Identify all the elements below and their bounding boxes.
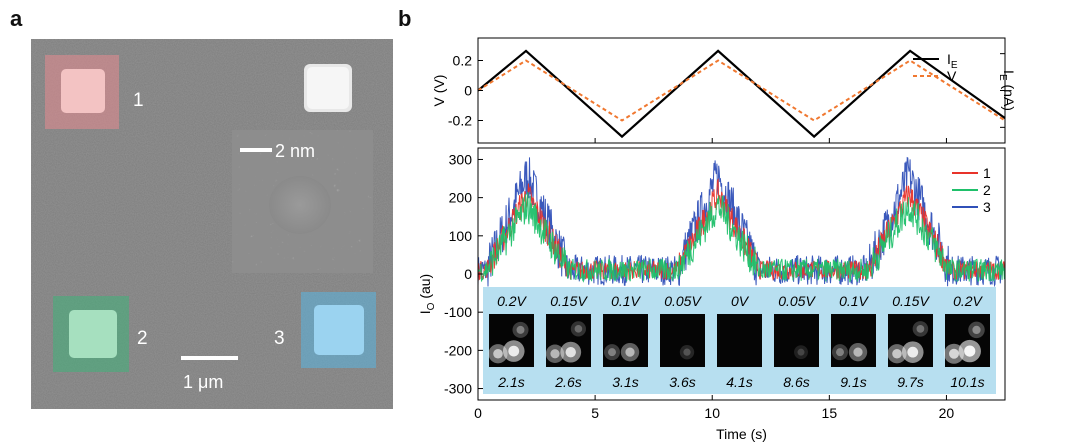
strip-voltage-label-3: 0.05V [664, 293, 702, 309]
sem-micrograph: 1 2 nm 2 3 1 μm [31, 39, 393, 409]
panel-b-letter: b [398, 6, 412, 31]
strip-frame-8-core-0 [964, 345, 976, 357]
x-tick-label-4: 20 [939, 405, 955, 421]
bottom-y-tick-label-4: -100 [444, 304, 472, 320]
bottom-plot [477, 156, 1006, 288]
x-tick-label-3: 15 [822, 405, 838, 421]
strip-time-label-0: 2.1s [497, 374, 524, 390]
strip-frame-5-core-0 [797, 348, 805, 356]
strip-voltage-label-4: 0V [731, 293, 750, 309]
strip-voltage-label-8: 0.2V [953, 293, 983, 309]
inset-scale-label: 2 nm [275, 141, 315, 161]
strip-frame-3-spot-0 [679, 344, 695, 360]
top-y2-axis-label: IE (nA) [997, 70, 1017, 111]
particle-1-label: 1 [133, 90, 144, 111]
strip-frame-4 [717, 314, 762, 367]
strip-voltage-label-7: 0.15V [892, 293, 930, 309]
strip-frame-5-spot-0 [794, 345, 808, 360]
strip-time-label-3: 3.6s [669, 374, 695, 390]
strip-time-label-5: 8.6s [783, 374, 809, 390]
strip-voltage-label-2: 0.1V [611, 293, 641, 309]
strip-frame-3 [660, 314, 705, 367]
top-plot-frame [477, 37, 1006, 144]
bottom-y-tick-label-3: 0 [464, 266, 472, 282]
strip-frame-3-core-0 [683, 348, 691, 356]
series-line-ie [477, 49, 1006, 139]
scale-bar-label: 1 μm [183, 372, 223, 392]
strip-time-label-6: 9.1s [840, 374, 866, 390]
bottom-legend-label-3: 3 [983, 199, 991, 215]
bottom-y-tick-label-5: -200 [444, 342, 472, 358]
scale-bar [181, 356, 238, 360]
series-line-3 [477, 156, 1006, 288]
x-tick-label-1: 5 [591, 405, 599, 421]
strip-frame-5 [774, 314, 819, 367]
strip-frame-6-spot-1 [832, 344, 848, 361]
strip-time-label-8: 10.1s [950, 374, 984, 390]
strip-voltage-label-6: 0.1V [839, 293, 869, 309]
nanoparticle [269, 176, 331, 234]
strip-frame-0-spot-2 [512, 321, 529, 338]
top-plot [477, 49, 1006, 139]
strip-voltage-label-5: 0.05V [778, 293, 816, 309]
top-legend-label-0: IE [947, 51, 958, 71]
bottom-y-tick-label-6: -300 [444, 381, 472, 397]
top-y-tick-label-1: 0 [464, 83, 472, 99]
strip-frame-1-spot-2 [570, 321, 586, 337]
strip-frame-7-spot-2 [912, 321, 929, 337]
particle-2-label: 2 [137, 328, 148, 349]
strip-frame-2-spot-1 [604, 344, 620, 361]
particle-1 [61, 69, 105, 113]
bottom-legend-label-2: 2 [983, 182, 991, 198]
particle-3 [314, 305, 364, 355]
bottom-y-tick-label-0: 300 [449, 151, 473, 167]
bottom-y-axis-label: IO (au) [420, 274, 437, 314]
top-y-tick-label-0: 0.2 [453, 53, 473, 69]
particle-2 [69, 310, 117, 358]
strip-frame-6-core-0 [853, 347, 863, 357]
strip-frame-0-core-0 [508, 345, 520, 357]
bottom-legend-label-1: 1 [983, 165, 991, 181]
inset-scale-bar [240, 148, 272, 152]
strip-time-label-2: 3.1s [612, 374, 638, 390]
strip-frame-2-core-1 [608, 348, 616, 357]
strip-frame-0-core-1 [493, 348, 503, 359]
strip-frame-1-core-0 [565, 346, 576, 358]
image-strip: 0.2V 2.1s 0.15V 2.6s 0.1V 3.1s 0.05V 3.6s 0V 4.1s… [483, 287, 996, 394]
strip-voltage-label-1: 0.15V [550, 293, 588, 309]
strip-frame-6-core-1 [836, 348, 844, 357]
strip-time-label-1: 2.6s [554, 374, 581, 390]
panel-b-chart: 0.2V2.1s0.15V2.6s0.1V3.1s0.05V3.6s0V4.1s… [420, 37, 1017, 442]
strip-frame-1-core-2 [574, 325, 583, 333]
strip-voltage-label-0: 0.2V [497, 293, 527, 309]
strip-frame-1-core-1 [550, 349, 560, 359]
strip-frame-8-core-2 [972, 325, 981, 335]
strip-time-label-4: 4.1s [726, 374, 752, 390]
strip-frame-7-core-2 [916, 324, 925, 333]
strip-frame-8-spot-2 [968, 321, 985, 339]
x-axis-label: Time (s) [716, 426, 767, 442]
series-line-v [477, 59, 1006, 122]
strip-frame-0-core-2 [516, 325, 525, 334]
bottom-y-tick-label-1: 200 [449, 190, 473, 206]
bottom-y-tick-label-2: 100 [449, 228, 473, 244]
strip-frame-6 [831, 314, 876, 367]
x-tick-label-0: 0 [474, 405, 482, 421]
strip-frame-2-core-0 [625, 347, 635, 357]
strip-frame-1 [546, 314, 591, 367]
strip-frame-7-core-0 [907, 346, 919, 358]
panel-a-letter: a [10, 6, 23, 31]
strip-frame-7-core-1 [892, 348, 902, 359]
series-line-2 [477, 191, 1006, 283]
strip-time-label-7: 9.7s [897, 374, 923, 390]
x-tick-label-2: 10 [704, 405, 720, 421]
top-y-tick-label-2: -0.2 [448, 113, 472, 129]
strip-frame-8-core-1 [949, 348, 959, 359]
top-y-axis-label: V (V) [431, 75, 447, 107]
top-legend-label-1: V [947, 68, 957, 84]
particle-3-label: 3 [274, 328, 285, 349]
strip-frame-2 [603, 314, 648, 367]
